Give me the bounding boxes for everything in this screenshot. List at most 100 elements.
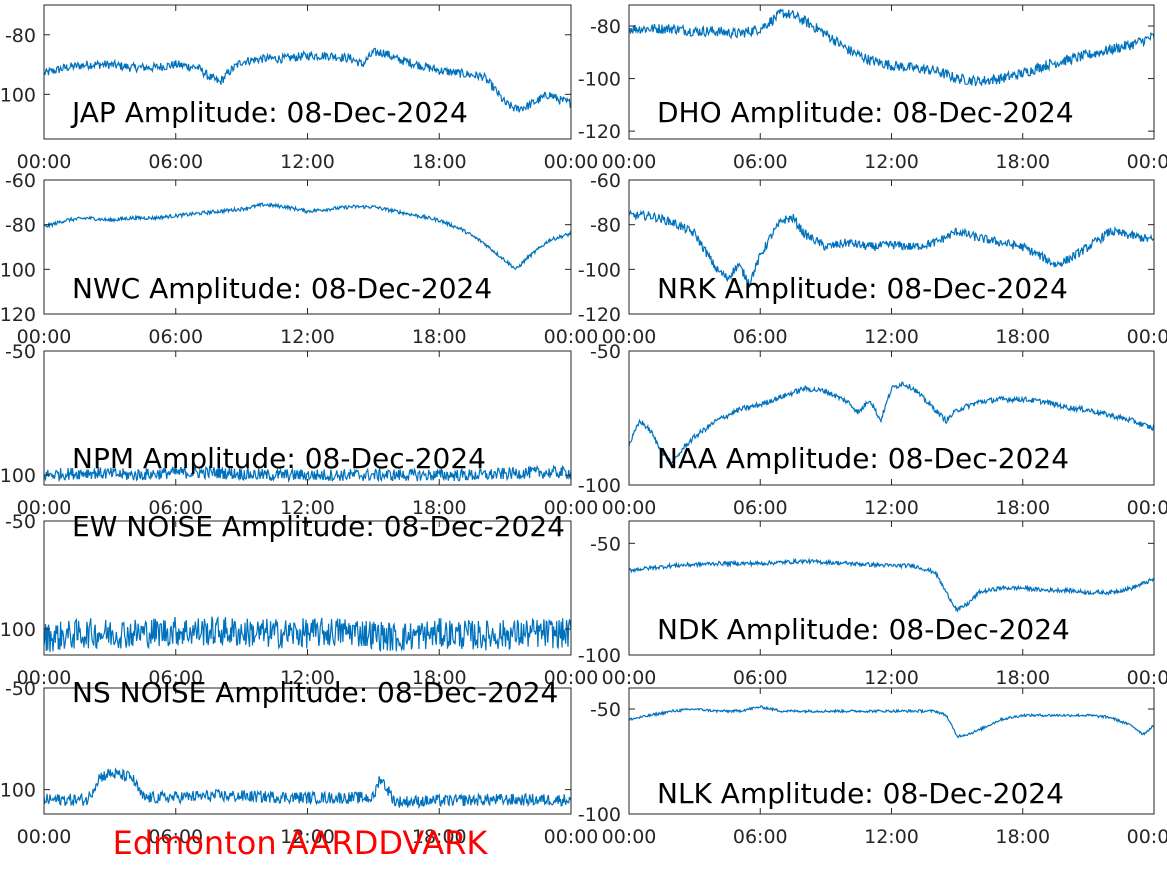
panel-6: -50 -100 00:00 06:00 12:00 18:00 00:00 EW NOISE… bbox=[0, 510, 598, 689]
x-tick-label: 06:00 bbox=[733, 497, 788, 519]
x-tick-label: 00:00 bbox=[1127, 826, 1167, 848]
x-tick-label: 06:00 bbox=[733, 826, 788, 848]
panel-title: NS NOISE Amplitude: 08-Dec-2024 bbox=[72, 676, 558, 709]
panel-title: NAA Amplitude: 08-Dec-2024 bbox=[657, 442, 1069, 475]
x-tick-label: 06:00 bbox=[733, 326, 788, 348]
y-tick-label: -50 bbox=[5, 511, 36, 533]
series-line bbox=[44, 464, 571, 484]
x-tick-label: 00:00 bbox=[1127, 497, 1167, 519]
x-tick-label: 06:00 bbox=[148, 826, 203, 848]
x-tick-label: 12:00 bbox=[864, 497, 919, 519]
series-line bbox=[44, 202, 571, 271]
x-tick-label: 06:00 bbox=[148, 326, 203, 348]
y-tick-label: -100 bbox=[0, 619, 36, 641]
y-tick-label: -100 bbox=[0, 84, 36, 106]
x-tick-label: 18:00 bbox=[995, 326, 1050, 348]
x-tick-label: 00:00 bbox=[602, 497, 657, 519]
y-tick-label: -50 bbox=[5, 341, 36, 363]
y-tick-label: -100 bbox=[0, 465, 36, 487]
panel-title: NDK Amplitude: 08-Dec-2024 bbox=[657, 613, 1070, 646]
figure-footer-label: Edmonton AARDDVARK bbox=[113, 824, 489, 862]
x-tick-label: 00:00 bbox=[602, 326, 657, 348]
y-tick-label: -100 bbox=[578, 645, 621, 667]
x-tick-label: 00:00 bbox=[17, 497, 72, 519]
panel-8: -50 -100 00:00 06:00 12:00 18:00 00:00 NS NOISE… bbox=[0, 676, 598, 848]
y-tick-label: -100 bbox=[0, 780, 36, 802]
x-tick-label: 12:00 bbox=[864, 151, 919, 173]
x-tick-label: 18:00 bbox=[412, 151, 467, 173]
x-tick-label: 12:00 bbox=[864, 667, 919, 689]
panel-3: -60-80-100-12000:0006:0012:0018:0000:00N… bbox=[578, 170, 1167, 348]
y-tick-label: -100 bbox=[578, 69, 621, 91]
y-tick-label: -120 bbox=[578, 121, 621, 143]
panel-1: -80-100-12000:0006:0012:0018:0000:00DHO … bbox=[578, 4, 1167, 173]
x-tick-label: 00:00 bbox=[602, 667, 657, 689]
y-tick-label: -50 bbox=[590, 341, 621, 363]
panel-0: -80 -100 00:00 06:00 12:00 18:00 00:00 JAP Ampl… bbox=[0, 4, 599, 173]
panel-title: NLK Amplitude: 08-Dec-2024 bbox=[657, 777, 1064, 810]
x-tick-label: 12:00 bbox=[864, 826, 919, 848]
series-line bbox=[629, 8, 1154, 87]
panel-title: EW NOISE Amplitude: 08-Dec-2024 bbox=[72, 510, 565, 543]
x-tick-label: 00:00 bbox=[544, 826, 599, 848]
series-line bbox=[629, 557, 1154, 613]
y-tick-label: -80 bbox=[5, 25, 36, 47]
panel-title: DHO Amplitude: 08-Dec-2024 bbox=[657, 96, 1074, 129]
x-tick-label: 18:00 bbox=[412, 667, 467, 689]
x-tick-label: 12:00 bbox=[280, 151, 335, 173]
x-tick-label: 00:00 bbox=[17, 667, 72, 689]
x-tick-label: 00:00 bbox=[544, 326, 599, 348]
panel-title: NWC Amplitude: 08-Dec-2024 bbox=[72, 272, 492, 305]
x-tick-label: 12:00 bbox=[280, 326, 335, 348]
y-tick-label: -100 bbox=[0, 259, 36, 281]
x-tick-label: 18:00 bbox=[412, 497, 467, 519]
x-tick-label: 00:00 bbox=[1127, 667, 1167, 689]
x-tick-label: 00:00 bbox=[17, 826, 72, 848]
x-tick-label: 06:00 bbox=[733, 151, 788, 173]
panel-2: -60-80-100-12000:0006:0012:0018:0000:00N… bbox=[0, 170, 598, 348]
x-tick-label: 00:00 bbox=[544, 151, 599, 173]
y-tick-label: -60 bbox=[5, 170, 36, 192]
x-tick-label: 00:00 bbox=[602, 151, 657, 173]
x-tick-label: 00:00 bbox=[17, 326, 72, 348]
y-tick-label: -80 bbox=[590, 215, 621, 237]
y-tick-label: -100 bbox=[578, 804, 621, 826]
series-line bbox=[629, 381, 1154, 465]
series-line bbox=[44, 615, 571, 653]
y-tick-label: -80 bbox=[5, 215, 36, 237]
x-tick-label: 00:00 bbox=[602, 826, 657, 848]
x-tick-label: 18:00 bbox=[412, 326, 467, 348]
panel-title: JAP Amplitude: 08-Dec-2024 bbox=[70, 96, 468, 129]
panel-title: NRK Amplitude: 08-Dec-2024 bbox=[657, 272, 1068, 305]
x-tick-label: 06:00 bbox=[148, 497, 203, 519]
x-tick-label: 00:00 bbox=[544, 667, 599, 689]
y-tick-label: -120 bbox=[578, 304, 621, 326]
x-tick-label: 18:00 bbox=[412, 826, 467, 848]
x-tick-label: 06:00 bbox=[733, 667, 788, 689]
y-tick-label: -100 bbox=[578, 475, 621, 497]
x-tick-label: 12:00 bbox=[280, 667, 335, 689]
x-tick-label: 00:00 bbox=[1127, 326, 1167, 348]
y-tick-label: -50 bbox=[590, 533, 621, 555]
x-tick-label: 06:00 bbox=[148, 151, 203, 173]
x-tick-label: 18:00 bbox=[995, 667, 1050, 689]
x-tick-label: 12:00 bbox=[280, 497, 335, 519]
y-tick-label: -60 bbox=[590, 170, 621, 192]
x-tick-label: 18:00 bbox=[995, 826, 1050, 848]
x-tick-label: 12:00 bbox=[280, 826, 335, 848]
x-tick-label: 06:00 bbox=[148, 667, 203, 689]
y-tick-label: -120 bbox=[0, 304, 36, 326]
series-line bbox=[44, 47, 571, 113]
x-tick-label: 00:00 bbox=[1127, 151, 1167, 173]
x-tick-label: 00:00 bbox=[17, 151, 72, 173]
series-line bbox=[44, 767, 571, 810]
y-tick-label: -50 bbox=[590, 699, 621, 721]
panel-title: NPM Amplitude: 08-Dec-2024 bbox=[72, 442, 486, 475]
x-tick-label: 18:00 bbox=[995, 497, 1050, 519]
